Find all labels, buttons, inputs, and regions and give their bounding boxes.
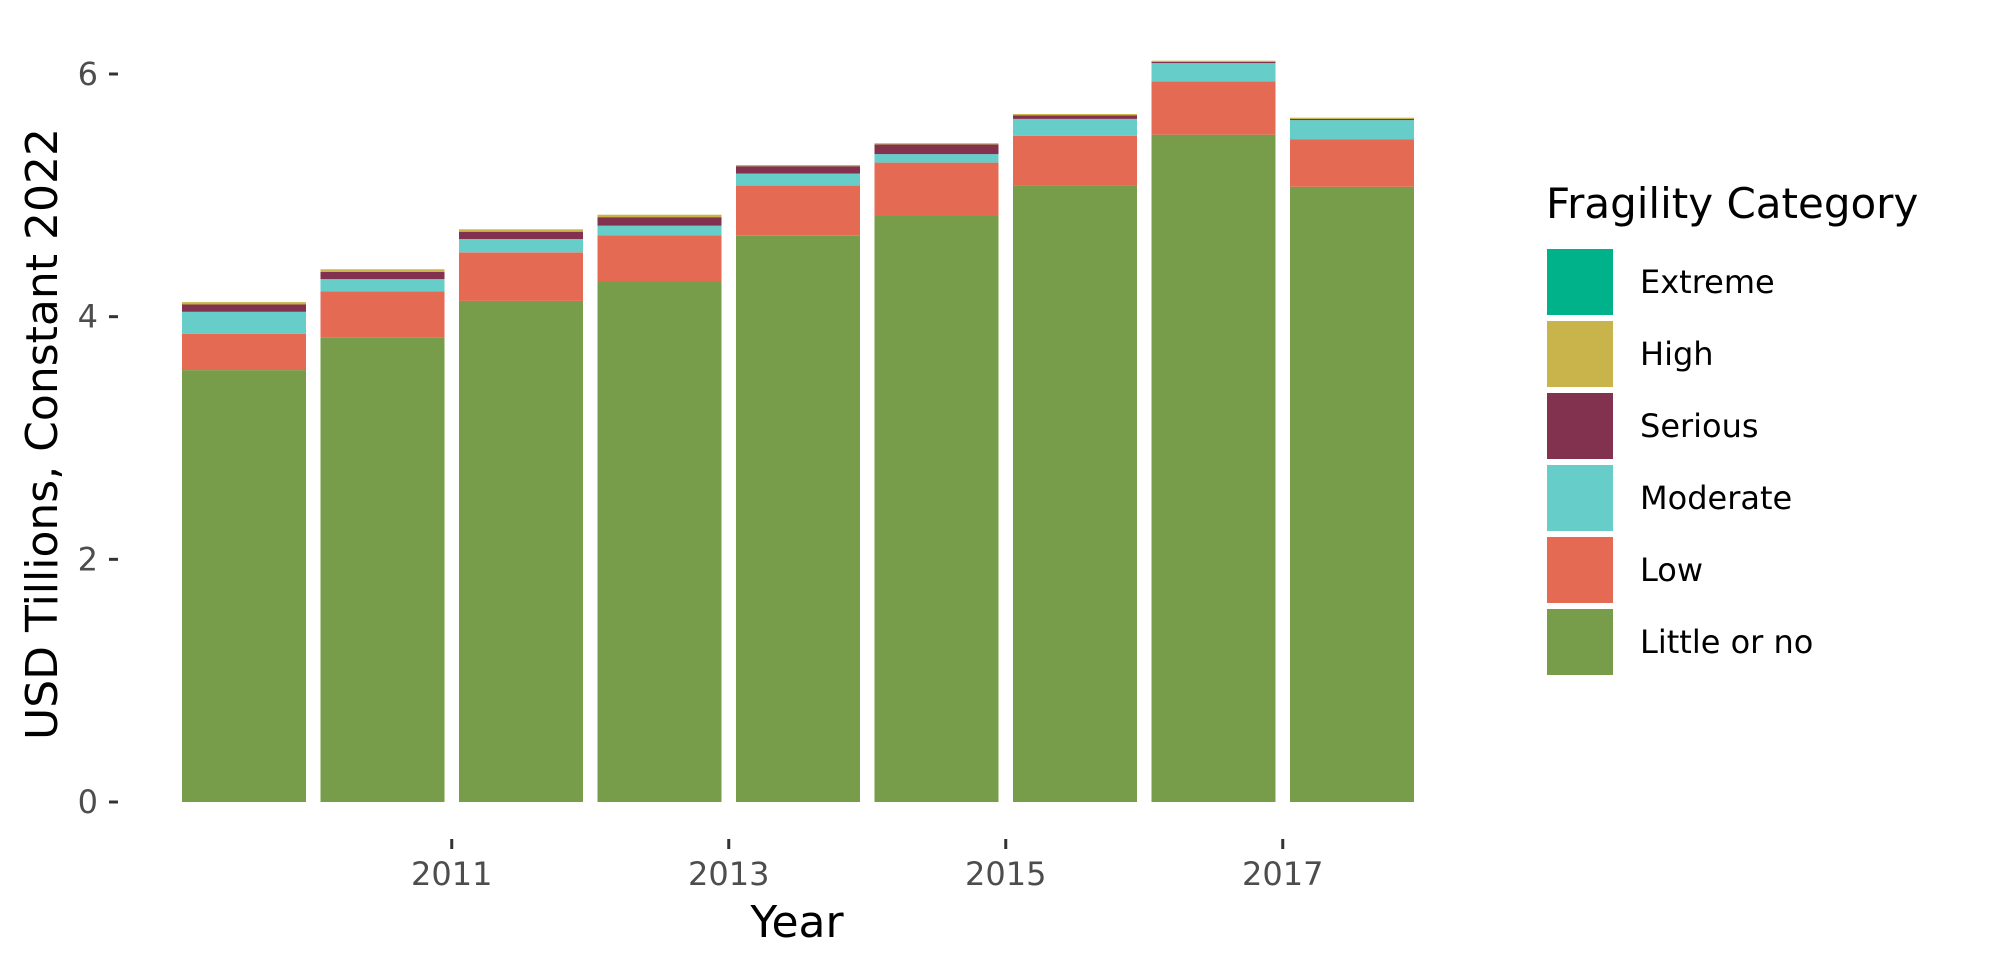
bar-stack-2011 — [320, 269, 445, 802]
bar-segment-2013-moderate — [597, 225, 722, 236]
x-tick-label: 2013 — [688, 855, 769, 893]
bar-segment-2014-high — [736, 165, 860, 167]
bar-segment-2016-moderate — [1013, 118, 1137, 136]
bar-segment-2016-little-or-no — [1013, 185, 1137, 803]
bar-segment-2010-moderate — [182, 311, 306, 334]
bar-stack-2013 — [597, 214, 722, 802]
legend-item-moderate: Moderate — [1545, 463, 1792, 533]
bars-layer — [182, 60, 1414, 803]
bar-segment-2012-serious — [459, 231, 583, 239]
legend-label: Low — [1640, 551, 1703, 589]
legend-label: High — [1640, 335, 1714, 373]
bar-segment-2015-moderate — [874, 154, 999, 163]
x-tick-label: 2011 — [411, 855, 492, 893]
legend: Fragility Category Extreme High Serious Mod… — [1545, 179, 1918, 677]
bar-stack-2018 — [1290, 117, 1414, 803]
y-axis: 0 2 4 6 — [78, 55, 118, 821]
bar-segment-2012-low — [459, 252, 583, 301]
bar-segment-2015-serious — [874, 144, 999, 155]
legend-item-high: High — [1545, 319, 1714, 389]
bar-stack-2016 — [1013, 114, 1137, 803]
bar-segment-2017-low — [1151, 81, 1276, 135]
bar-segment-2016-low — [1013, 135, 1137, 186]
y-axis-title: USD Tillions, Constant 2022 — [17, 128, 68, 740]
y-tick-label: 6 — [78, 55, 98, 93]
legend-swatch — [1545, 607, 1615, 677]
bar-segment-2011-little-or-no — [320, 337, 445, 802]
bar-segment-2012-little-or-no — [459, 300, 583, 802]
legend-swatch — [1545, 247, 1615, 317]
legend-label: Serious — [1640, 407, 1759, 445]
bar-segment-2011-moderate — [320, 279, 445, 292]
x-axis: 2011 2013 2015 2017 — [411, 839, 1323, 893]
bar-segment-2018-little-or-no — [1290, 186, 1414, 803]
bar-segment-2012-moderate — [459, 239, 583, 253]
bar-segment-2018-low — [1290, 139, 1414, 187]
bar-segment-2013-serious — [597, 217, 722, 226]
bar-segment-2014-little-or-no — [736, 235, 860, 802]
bar-segment-2018-high — [1290, 117, 1414, 119]
x-tick-label: 2015 — [965, 855, 1046, 893]
bar-segment-2018-moderate — [1290, 120, 1414, 140]
legend-items: Extreme High Serious Moderate Low Little or n… — [1545, 247, 1813, 677]
bar-segment-2016-high — [1013, 114, 1137, 116]
legend-item-low: Low — [1545, 535, 1703, 605]
legend-swatch — [1545, 535, 1615, 605]
bar-segment-2015-low — [874, 162, 999, 216]
bar-segment-2011-serious — [320, 271, 445, 280]
bar-segment-2013-high — [597, 214, 722, 218]
bar-segment-2013-low — [597, 235, 722, 282]
bar-segment-2014-serious — [736, 166, 860, 174]
bar-segment-2011-high — [320, 269, 445, 272]
bar-segment-2017-little-or-no — [1151, 134, 1276, 802]
bar-segment-2015-high — [874, 143, 999, 145]
x-axis-title: Year — [749, 897, 844, 948]
legend-title: Fragility Category — [1546, 179, 1918, 228]
legend-label: Extreme — [1640, 263, 1775, 301]
bar-stack-2014 — [736, 165, 860, 802]
bar-stack-2010 — [182, 302, 306, 802]
bar-segment-2017-high — [1151, 60, 1276, 62]
bar-segment-2011-low — [320, 291, 445, 338]
bar-segment-2010-low — [182, 333, 306, 371]
legend-item-extreme: Extreme — [1545, 247, 1775, 317]
bar-segment-2018-serious — [1290, 118, 1414, 121]
bar-segment-2010-little-or-no — [182, 370, 306, 802]
bar-stack-2012 — [459, 229, 583, 802]
bar-stack-2015 — [874, 143, 999, 802]
bar-stack-2017 — [1151, 60, 1276, 802]
bar-segment-2015-little-or-no — [874, 216, 999, 802]
legend-item-little-or-no: Little or no — [1545, 607, 1813, 677]
bar-segment-2014-low — [736, 185, 860, 236]
legend-swatch — [1545, 319, 1615, 389]
bar-segment-2010-high — [182, 302, 306, 305]
y-tick-label: 0 — [78, 783, 98, 821]
bar-segment-2012-high — [459, 229, 583, 232]
legend-swatch — [1545, 391, 1615, 461]
legend-label: Moderate — [1640, 479, 1792, 517]
bar-segment-2017-serious — [1151, 61, 1276, 64]
bar-segment-2014-moderate — [736, 173, 860, 186]
bar-segment-2017-moderate — [1151, 63, 1276, 82]
legend-label: Little or no — [1640, 623, 1813, 661]
y-tick-label: 4 — [78, 298, 98, 336]
x-tick-label: 2017 — [1242, 855, 1323, 893]
bar-segment-2010-serious — [182, 304, 306, 312]
legend-swatch — [1545, 463, 1615, 533]
y-tick-label: 2 — [78, 540, 98, 578]
bar-segment-2016-serious — [1013, 115, 1137, 119]
bar-segment-2013-little-or-no — [597, 281, 722, 802]
legend-item-serious: Serious — [1545, 391, 1759, 461]
